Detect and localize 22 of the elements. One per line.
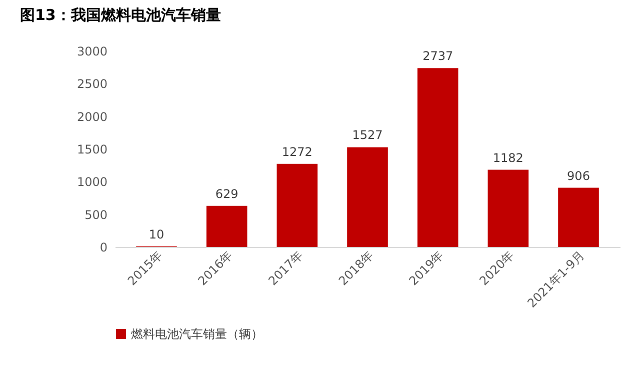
bar [347, 147, 388, 247]
y-tick-label: 1500 [76, 142, 108, 156]
bar [276, 164, 318, 247]
data-label: 629 [215, 186, 238, 201]
data-label: 1527 [352, 128, 383, 142]
data-label: 2737 [422, 49, 454, 64]
y-tick-label: 3000 [76, 44, 108, 58]
y-tick-label: 2500 [76, 77, 108, 92]
bar [417, 68, 458, 247]
y-tick-label: 500 [84, 208, 108, 222]
data-label: 10 [148, 227, 164, 242]
legend-label: 燃料电池汽车销量（辆） [131, 327, 263, 341]
bar [206, 206, 248, 247]
data-label: 1182 [492, 150, 524, 165]
y-tick-label: 2000 [76, 110, 108, 124]
data-label: 906 [567, 168, 590, 183]
y-tick-label: 1000 [76, 175, 108, 190]
chart-title: 图13：我国燃料电池汽车销量 [20, 6, 221, 24]
data-label: 1272 [282, 144, 312, 159]
bar [488, 170, 529, 247]
bar [558, 188, 599, 247]
y-tick-label: 0 [100, 240, 108, 254]
